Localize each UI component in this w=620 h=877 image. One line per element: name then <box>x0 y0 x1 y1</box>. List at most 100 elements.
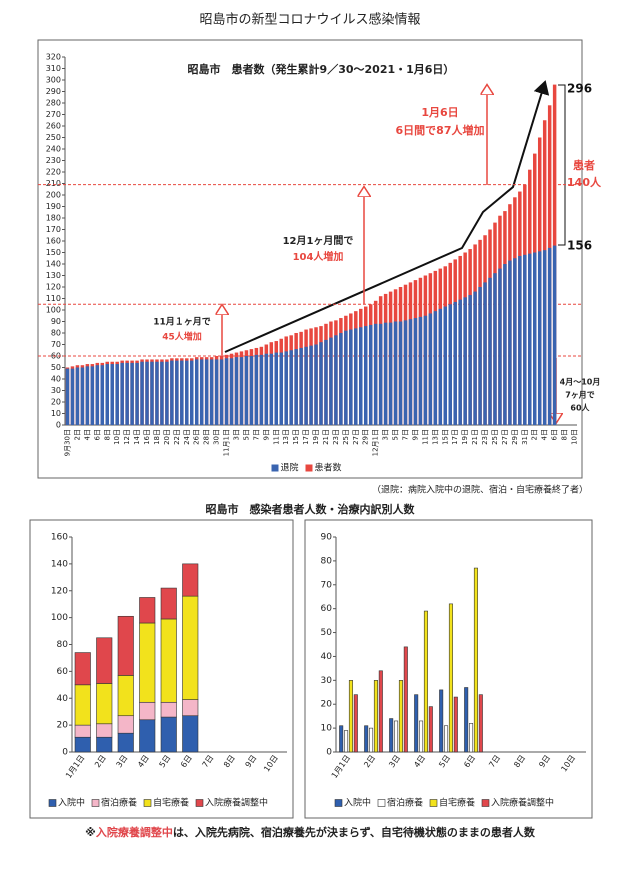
bar <box>130 362 134 425</box>
bar <box>443 306 448 425</box>
bar <box>463 297 467 425</box>
x-tick-label: 7日 <box>252 429 260 440</box>
bar <box>160 716 177 753</box>
x-tick-label: 2日 <box>73 429 81 440</box>
bar <box>478 287 482 425</box>
bar <box>224 358 229 425</box>
x-tick-label: 8日 <box>103 429 111 440</box>
bar <box>170 360 174 425</box>
x-tick-label: 6日 <box>551 429 559 440</box>
bar <box>542 250 547 425</box>
x-tick-label: 29日 <box>362 429 370 445</box>
y-tick-label: 210 <box>46 179 61 188</box>
bar <box>95 365 100 425</box>
x-tick-label: 13日 <box>282 429 290 445</box>
y-tick-label: 180 <box>46 214 61 223</box>
y-tick-label: 20 <box>51 398 61 407</box>
bar <box>125 362 129 425</box>
bar <box>364 725 369 753</box>
bar <box>363 326 368 425</box>
y-tick-label: 0 <box>326 748 332 758</box>
bar <box>140 361 144 425</box>
x-tick-label: 17日 <box>302 429 310 445</box>
footnote-text: は、入院先病院、宿泊療養先が決まらず、自宅待機状態のままの患者人数 <box>173 825 536 839</box>
note: （退院：病院入院中の退院、宿泊・自宅療養終了者） <box>372 484 588 496</box>
x-tick-label: 11日 <box>272 429 280 445</box>
bar <box>165 361 169 425</box>
x-tick-label: 3日 <box>382 429 390 440</box>
x-tick-label: 7日 <box>402 429 410 440</box>
bar <box>139 701 156 721</box>
bar <box>160 361 164 425</box>
bar <box>96 723 113 738</box>
x-tick-label: 27日 <box>352 429 360 445</box>
x-tick-label: 25日 <box>491 429 499 445</box>
x-tick-label: 5日 <box>392 429 400 440</box>
annotation: 11月１ヶ月で <box>153 317 211 328</box>
bar <box>175 360 179 425</box>
main-chart-frame <box>37 39 583 479</box>
legend-swatch <box>48 799 57 807</box>
x-tick-label: 12月1日 <box>372 429 380 456</box>
x-tick-label: 19日 <box>461 429 469 445</box>
y-tick-label: 310 <box>46 64 61 73</box>
y-tick-label: 170 <box>46 225 61 234</box>
y-tick-label: 70 <box>321 580 333 590</box>
annotation: 6日間で87人増加 <box>396 123 485 137</box>
bar <box>204 359 209 425</box>
bar <box>139 719 156 753</box>
x-tick-label: 19日 <box>312 429 320 445</box>
bar <box>547 247 552 425</box>
x-tick-label: 11日 <box>421 429 429 445</box>
annotation: 45人増加 <box>162 331 202 343</box>
x-tick-label: 10日 <box>113 429 121 445</box>
legend-label: 入院療養調整中 <box>491 797 554 809</box>
x-tick-label: 5日 <box>242 429 250 440</box>
annotation: 296 <box>567 82 592 96</box>
bar <box>219 359 224 425</box>
y-tick-label: 20 <box>57 721 69 731</box>
y-tick-label: 40 <box>51 375 61 384</box>
bar <box>304 346 308 425</box>
y-tick-label: 50 <box>321 628 333 638</box>
bar <box>453 696 458 753</box>
bar <box>145 361 149 425</box>
legend-swatch <box>334 799 343 807</box>
legend-label: 入院療養調整中 <box>205 797 268 809</box>
bar <box>96 683 113 725</box>
x-tick-label: 20日 <box>163 429 171 445</box>
x-tick-label: 11月1日 <box>223 429 231 456</box>
legend-label: 宿泊療養 <box>101 797 137 809</box>
bar <box>150 361 154 425</box>
bar <box>373 323 378 425</box>
bar <box>115 364 119 425</box>
y-tick-label: 140 <box>46 260 61 269</box>
bar <box>368 324 373 425</box>
bar <box>453 301 457 425</box>
bar <box>388 322 393 425</box>
bar <box>334 335 338 425</box>
x-tick-label: 31日 <box>521 429 529 445</box>
bar <box>105 364 109 425</box>
bar <box>120 362 124 425</box>
bar <box>182 563 199 597</box>
bar <box>194 359 199 425</box>
bar <box>289 350 293 425</box>
y-tick-label: 80 <box>321 556 333 566</box>
x-tick-label: 2日 <box>531 429 539 440</box>
bar <box>96 637 113 684</box>
bar <box>139 622 156 703</box>
y-tick-label: 0 <box>56 421 61 430</box>
bar <box>498 268 502 425</box>
y-tick-label: 90 <box>321 533 333 543</box>
bar <box>414 694 419 753</box>
y-tick-label: 100 <box>51 613 68 623</box>
bar <box>244 356 249 425</box>
x-tick-label: 9月30日 <box>63 429 71 456</box>
chart-title: 昭島市 患者数（発生累計9／30～2021・1月6日） <box>188 62 455 76</box>
bar <box>423 610 428 753</box>
x-tick-label: 10日 <box>571 429 579 445</box>
annotation: 1月6日 <box>421 106 458 119</box>
x-tick-label: 9日 <box>411 429 419 440</box>
annotation: 140人 <box>567 175 602 189</box>
